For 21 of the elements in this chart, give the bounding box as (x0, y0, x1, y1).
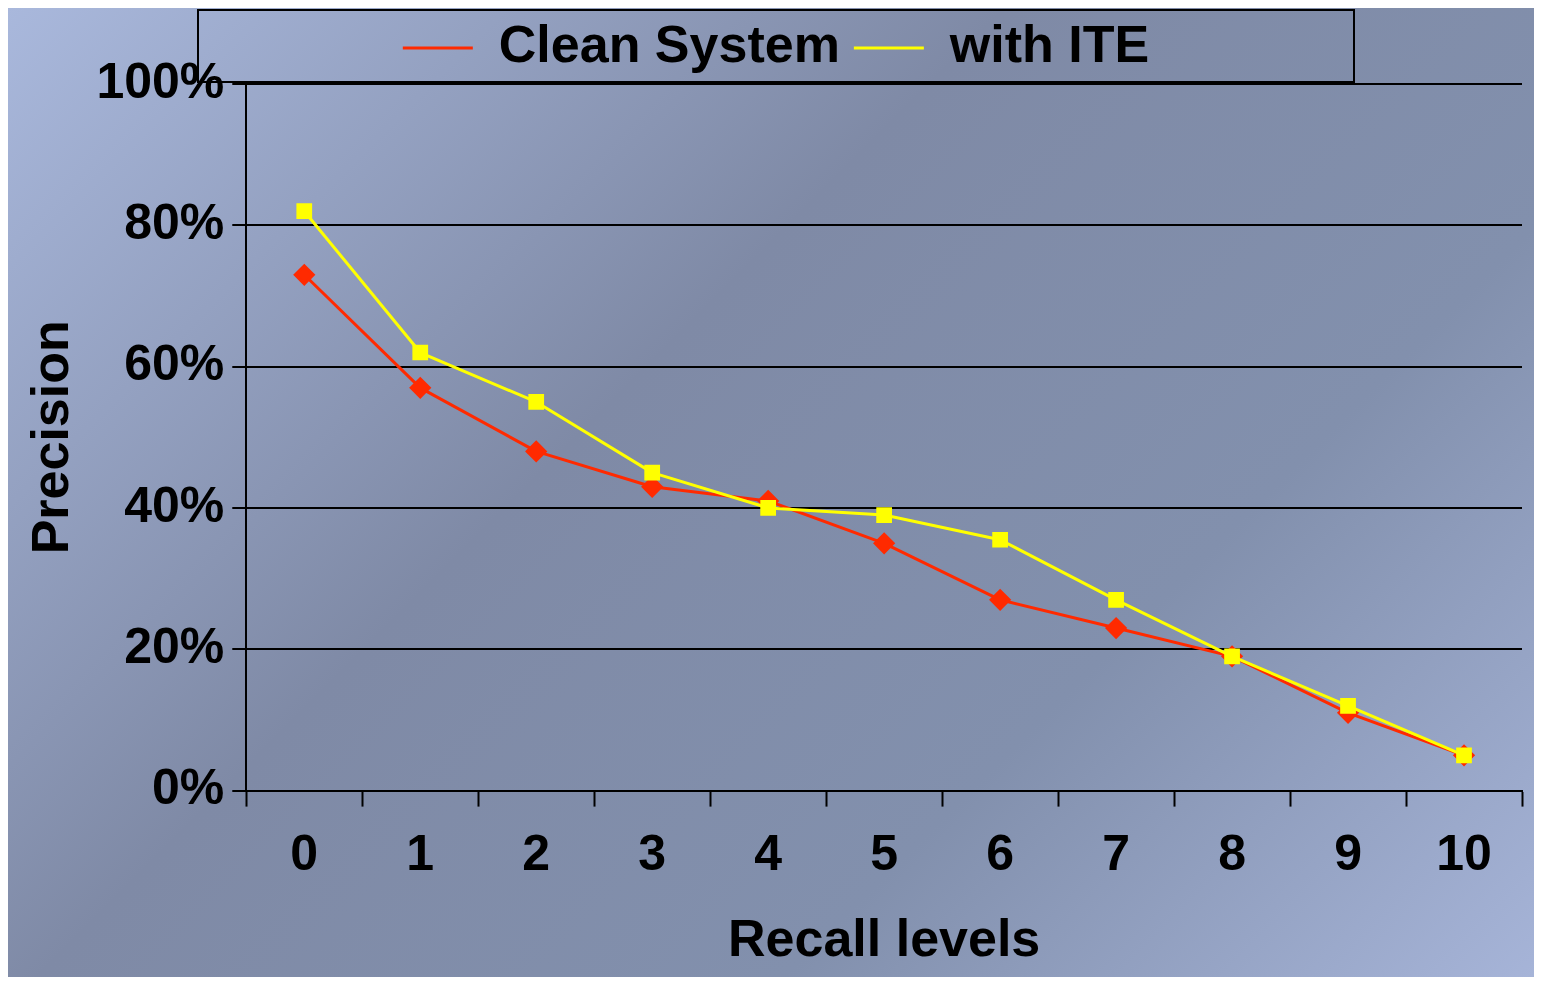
x-tick-label: 3 (638, 825, 667, 882)
x-tick-label: 4 (754, 825, 783, 882)
x-tick-label: 5 (870, 825, 899, 882)
x-tick-label: 8 (1218, 825, 1246, 882)
y-tick-label: 0% (152, 759, 225, 816)
y-tick-label: 60% (124, 335, 225, 392)
y-tick-label: 40% (124, 476, 225, 533)
x-tick-label: 6 (986, 825, 1015, 882)
x-tick-label: 10 (1436, 825, 1492, 882)
x-tick-label: 2 (522, 825, 551, 882)
y-tick-label: 100% (96, 52, 225, 109)
x-tick-label: 7 (1102, 825, 1130, 882)
x-axis-title: Recall levels (728, 909, 1041, 968)
legend-label: Clean System (498, 15, 840, 74)
y-tick-label: 80% (124, 194, 225, 251)
x-tick-label: 9 (1334, 825, 1362, 882)
x-tick-label: 1 (406, 825, 435, 882)
x-tick-label: 0 (290, 825, 319, 882)
y-axis-title: Precision (20, 320, 79, 555)
y-tick-label: 20% (124, 618, 225, 675)
legend-label: with ITE (948, 15, 1150, 74)
